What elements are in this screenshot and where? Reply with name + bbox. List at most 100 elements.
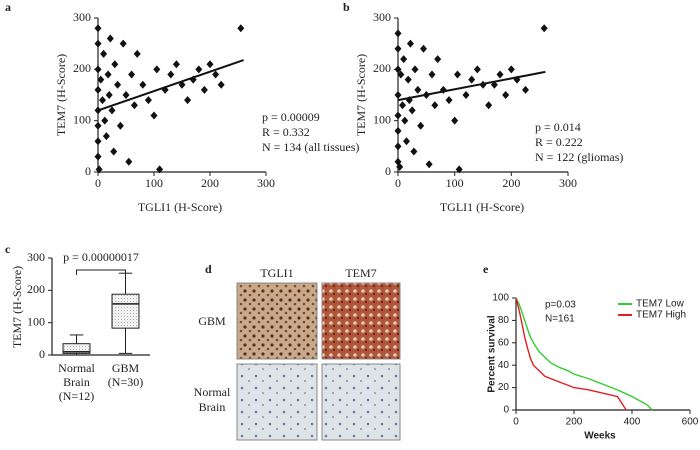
x-tick-label: 100 bbox=[145, 176, 163, 190]
y-tick-label: 300 bbox=[73, 10, 91, 24]
scatter-point bbox=[100, 49, 108, 58]
scatter-point bbox=[455, 165, 463, 174]
scatter-point bbox=[454, 70, 461, 79]
y-tick-label: 0 bbox=[385, 164, 391, 178]
scatter-point bbox=[411, 65, 419, 74]
tissue-image bbox=[236, 363, 318, 441]
x-tick-label: 0 bbox=[395, 176, 401, 190]
column-label: TGLI1 bbox=[260, 266, 293, 280]
scatter-point bbox=[496, 70, 504, 79]
scatter-point bbox=[139, 80, 147, 89]
scatter-point bbox=[94, 65, 102, 74]
stat-annotation: N = 134 (all tissues) bbox=[262, 140, 359, 154]
scatter-point bbox=[394, 111, 402, 120]
tissue-image bbox=[321, 363, 401, 441]
panel-letter: e bbox=[483, 262, 489, 276]
scatter-point bbox=[125, 157, 133, 166]
column-label: TEM7 bbox=[345, 266, 376, 280]
x-tick-label: 200 bbox=[201, 176, 219, 190]
scatter-point bbox=[414, 85, 422, 94]
scatter-point bbox=[396, 162, 404, 171]
row-label: Brain bbox=[199, 400, 226, 414]
scatter-point bbox=[116, 121, 124, 130]
scatter-point bbox=[156, 165, 164, 174]
scatter-point bbox=[445, 96, 453, 105]
scatter-point bbox=[122, 91, 130, 99]
x-tick-label: 0 bbox=[95, 176, 101, 190]
x-tick-label: 300 bbox=[257, 176, 275, 190]
scatter-point bbox=[417, 121, 425, 130]
x-tick-label: Normal bbox=[58, 361, 95, 375]
x-tick-label: 600 bbox=[682, 417, 699, 428]
scatter-point bbox=[237, 24, 245, 33]
panel-letter: d bbox=[205, 262, 212, 276]
x-tick-label: (N=30) bbox=[108, 375, 143, 389]
scatter-point bbox=[94, 152, 102, 161]
scatter-point bbox=[94, 121, 102, 130]
scatter-point bbox=[212, 70, 220, 79]
y-tick-label: 100 bbox=[373, 112, 391, 126]
scatter-point bbox=[102, 132, 110, 141]
scatter-point bbox=[428, 70, 436, 79]
y-tick-label: 300 bbox=[373, 10, 391, 24]
x-tick-label: 400 bbox=[624, 417, 641, 428]
scatter-point bbox=[408, 106, 416, 115]
stat-annotation: N=161 bbox=[545, 314, 575, 325]
scatter-point bbox=[95, 165, 103, 174]
scatter-point bbox=[98, 96, 106, 105]
x-axis-label: TGLI1 (H-Score) bbox=[440, 200, 524, 214]
scatter-point bbox=[97, 75, 105, 84]
x-tick-label: Brain bbox=[63, 375, 90, 389]
significance-bracket bbox=[76, 269, 126, 275]
x-tick-label: 200 bbox=[566, 417, 583, 428]
scatter-point bbox=[399, 101, 407, 110]
panel-letter: b bbox=[343, 0, 350, 14]
scatter-point bbox=[468, 75, 476, 84]
y-tick-label: 80 bbox=[498, 315, 510, 326]
scatter-point bbox=[502, 91, 510, 99]
scatter-point bbox=[522, 85, 529, 94]
scatter-point bbox=[406, 39, 414, 48]
scatter-point bbox=[451, 116, 459, 125]
scatter-point bbox=[106, 34, 114, 43]
scatter-point bbox=[153, 65, 161, 74]
x-axis-label: Weeks bbox=[584, 431, 616, 442]
y-axis-label: TEM7 (H-Score) bbox=[54, 54, 68, 136]
box bbox=[111, 293, 140, 329]
scatter-point bbox=[128, 70, 136, 79]
scatter-point bbox=[394, 142, 402, 151]
scatter-point bbox=[150, 111, 158, 120]
scatter-point bbox=[101, 116, 109, 125]
x-tick-label: 200 bbox=[502, 176, 520, 190]
scatter-point bbox=[94, 24, 102, 33]
scatter-point bbox=[397, 70, 405, 79]
scatter-point bbox=[104, 70, 112, 79]
scatter-point bbox=[394, 65, 402, 74]
scatter-point bbox=[94, 85, 102, 94]
x-tick-label: 100 bbox=[446, 176, 464, 190]
scatter-point bbox=[420, 44, 427, 53]
scatter-point bbox=[403, 137, 410, 146]
y-tick-label: 200 bbox=[27, 282, 45, 296]
scatter-point bbox=[133, 49, 141, 58]
y-tick-label: 60 bbox=[498, 337, 510, 348]
tissue-image bbox=[236, 282, 318, 360]
scatter-point bbox=[394, 44, 402, 53]
y-tick-label: 100 bbox=[73, 112, 91, 126]
panel-letter: a bbox=[5, 0, 11, 14]
y-tick-label: 300 bbox=[27, 250, 45, 264]
scatter-point bbox=[394, 91, 402, 99]
scatter-point bbox=[404, 75, 412, 84]
stat-annotation: R = 0.222 bbox=[535, 135, 583, 149]
y-tick-label: 200 bbox=[373, 61, 391, 75]
stat-annotation: R = 0.332 bbox=[262, 125, 310, 139]
scatter-point bbox=[195, 65, 203, 74]
y-axis-label: Percent survival bbox=[487, 315, 498, 392]
scatter-point bbox=[105, 91, 113, 99]
y-tick-label: 100 bbox=[492, 293, 509, 304]
scatter-point bbox=[111, 60, 119, 69]
stat-annotation: p = 0.00009 bbox=[262, 110, 320, 124]
y-axis-label: TEM7 (H-Score) bbox=[10, 266, 24, 348]
scatter-point bbox=[167, 70, 175, 79]
row-label: Normal bbox=[194, 385, 231, 399]
